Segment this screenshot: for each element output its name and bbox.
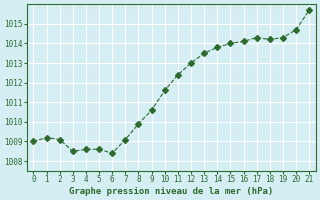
X-axis label: Graphe pression niveau de la mer (hPa): Graphe pression niveau de la mer (hPa) xyxy=(69,187,274,196)
